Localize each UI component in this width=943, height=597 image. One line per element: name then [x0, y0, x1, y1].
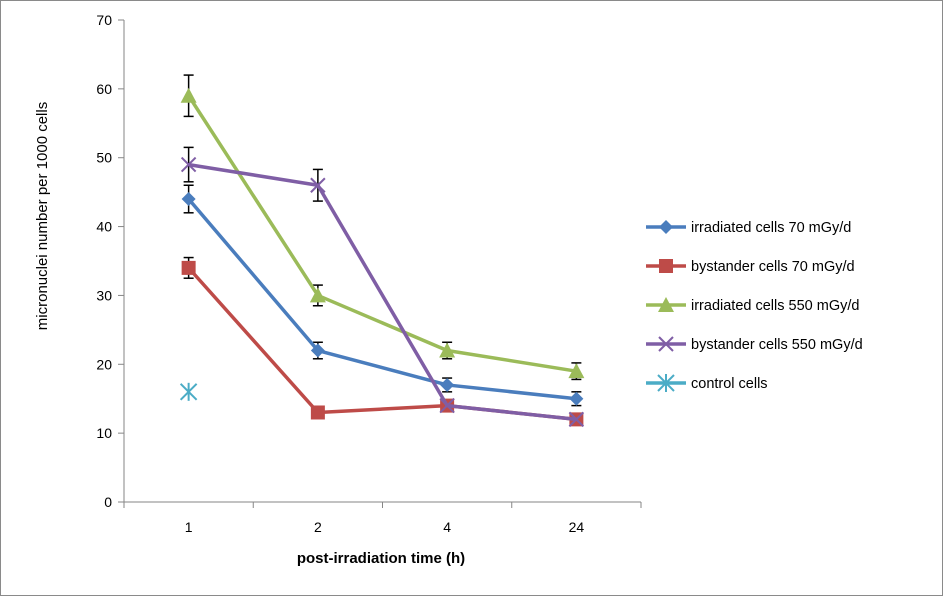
legend-label: bystander cells 550 mGy/d: [691, 337, 863, 353]
legend-entry: bystander cells 70 mGy/d: [646, 259, 855, 275]
data-point: [309, 287, 326, 303]
legend-marker: [658, 297, 674, 312]
legend-label: irradiated cells 550 mGy/d: [691, 298, 859, 314]
series-line: [188, 162, 577, 422]
data-point: [181, 192, 196, 207]
x-tick-label: 2: [314, 519, 322, 535]
legend-marker: [659, 259, 673, 273]
series-line: [187, 266, 577, 422]
data-point: [310, 405, 325, 420]
y-tick-label: 20: [96, 356, 112, 372]
data-point: [181, 260, 196, 275]
y-axis-title: micronuclei number per 1000 cells: [34, 102, 51, 330]
legend-marker: [657, 374, 675, 392]
legend-marker: [659, 220, 673, 234]
legend-label: bystander cells 70 mGy/d: [691, 259, 855, 275]
legend-entry: bystander cells 550 mGy/d: [646, 336, 863, 353]
x-tick-label: 1: [185, 519, 193, 535]
legend-entry: irradiated cells 550 mGy/d: [646, 297, 859, 314]
data-point: [440, 377, 455, 392]
y-tick-label: 70: [96, 12, 112, 28]
x-tick-label: 24: [569, 519, 585, 535]
y-tick-label: 60: [96, 81, 112, 97]
y-tick-label: 50: [96, 150, 112, 166]
data-point: [568, 363, 585, 379]
legend: irradiated cells 70 mGy/d bystander cells…: [646, 220, 863, 392]
data-point: [180, 156, 197, 173]
y-tick-label: 40: [96, 219, 112, 235]
y-tick-label: 30: [96, 287, 112, 303]
series-line: [187, 94, 577, 373]
data-point: [179, 382, 198, 401]
x-axis-title: post-irradiation time (h): [297, 550, 465, 567]
x-tick-label: 4: [443, 519, 451, 535]
data-point: [439, 342, 456, 358]
data-point: [180, 87, 197, 103]
data-point: [569, 391, 584, 406]
legend-label: irradiated cells 70 mGy/d: [691, 220, 851, 236]
y-tick-label: 0: [104, 494, 112, 510]
data-point: [439, 397, 455, 414]
chart-marks: [179, 74, 585, 428]
y-tick-label: 10: [96, 425, 112, 441]
data-point: [568, 411, 585, 428]
data-point: [310, 343, 325, 358]
legend-entry: irradiated cells 70 mGy/d: [646, 220, 851, 236]
data-point: [310, 177, 326, 193]
legend-marker: [658, 336, 674, 352]
series-line: [187, 197, 577, 401]
legend-entry: control cells: [646, 374, 768, 392]
legend-label: control cells: [691, 376, 768, 392]
